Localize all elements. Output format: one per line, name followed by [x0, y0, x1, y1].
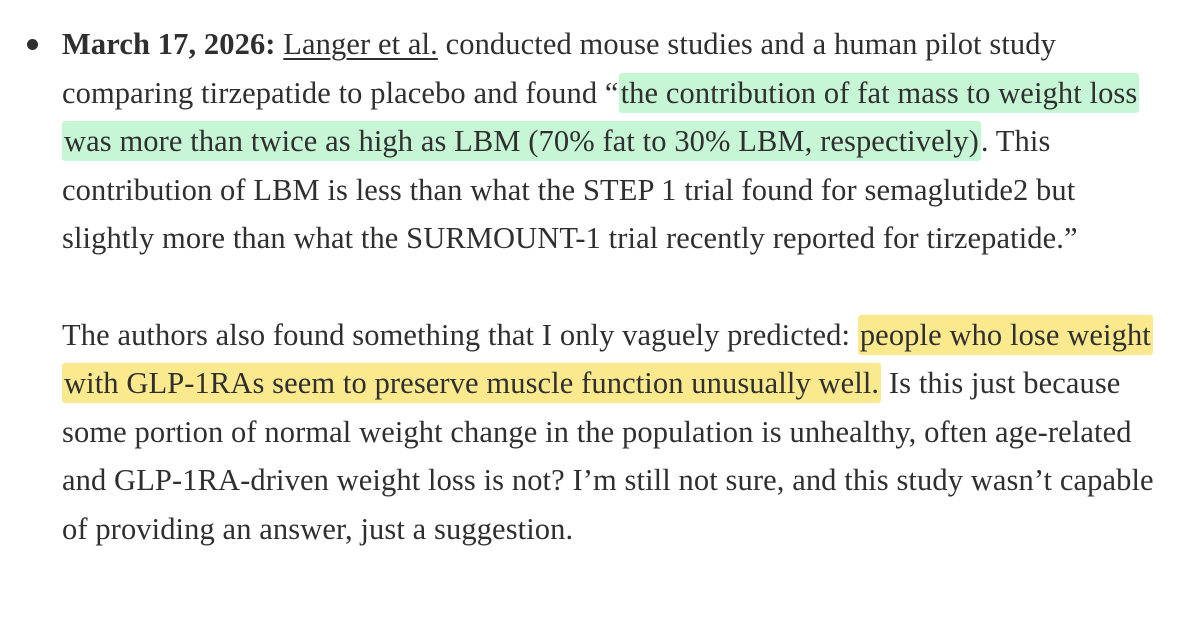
paragraph-2-tail: Is this just because some portion of nor… — [62, 366, 1154, 546]
list-item: March 17, 2026: Langer et al. conducted … — [62, 20, 1172, 553]
paragraph-1: March 17, 2026: Langer et al. conducted … — [62, 20, 1172, 263]
paragraph-spacer — [62, 263, 1172, 311]
paragraph-2: The authors also found something that I … — [62, 311, 1172, 554]
paragraph-1-lead: conducted mouse studies and a human pilo… — [62, 27, 1056, 110]
paragraph-2-lead: The authors also found something that I … — [62, 317, 858, 352]
entry-date: March 17, 2026: — [62, 27, 276, 61]
bullet-point — [27, 39, 38, 50]
paragraph-1-tail: . This contribution of LBM is less than … — [62, 124, 1078, 255]
reference-link[interactable]: Langer et al. — [283, 27, 438, 61]
